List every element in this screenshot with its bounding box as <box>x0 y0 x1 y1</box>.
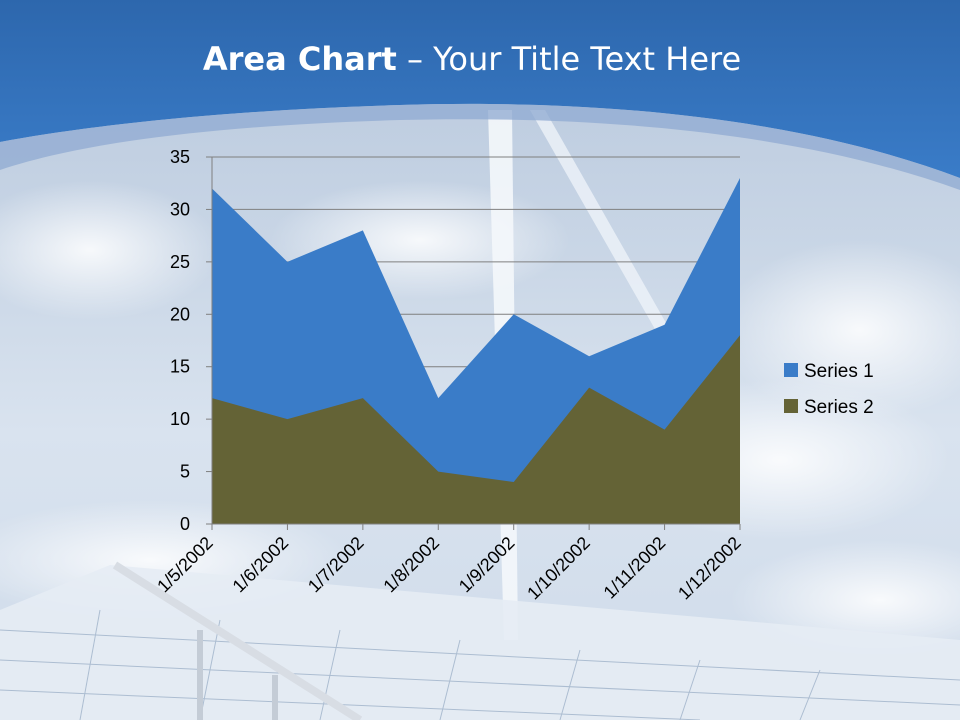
y-tick-label: 25 <box>170 252 190 272</box>
legend-label: Series 2 <box>804 397 874 418</box>
x-tick-labels: 1/5/2002 1/6/2002 1/7/2002 1/8/2002 1/9/2002… <box>153 533 745 604</box>
legend: Series 1 Series 2 <box>784 361 874 418</box>
x-tick-label: 1/9/2002 <box>455 533 519 597</box>
y-tick-label: 15 <box>170 357 190 377</box>
legend-label: Series 1 <box>804 361 874 382</box>
y-tick-label: 30 <box>170 199 190 219</box>
x-tick-label: 1/8/2002 <box>379 533 443 597</box>
x-tick-label: 1/10/2002 <box>523 533 594 604</box>
legend-swatch <box>784 399 798 413</box>
x-tick-label: 1/6/2002 <box>229 533 293 597</box>
x-tick-label: 1/11/2002 <box>600 533 670 603</box>
chart-areas <box>212 177 740 524</box>
x-tick-label: 1/12/2002 <box>674 533 745 604</box>
legend-swatch <box>784 363 798 377</box>
title-bold: Area Chart <box>202 40 397 78</box>
y-tick-label: 10 <box>170 409 190 429</box>
axes <box>206 156 741 530</box>
area-series-2 <box>212 335 740 524</box>
slide-title: Area Chart – Your Title Text Here <box>0 40 944 78</box>
x-tick-label: 1/7/2002 <box>304 533 368 597</box>
title-rest: – Your Title Text Here <box>396 40 742 78</box>
y-tick-label: 5 <box>180 462 190 482</box>
y-tick-label: 35 <box>170 147 190 167</box>
y-tick-label: 20 <box>170 304 190 324</box>
y-tick-label: 0 <box>180 514 190 534</box>
y-tick-labels: 0 5 10 15 20 25 30 35 <box>170 147 190 534</box>
x-tick-label: 1/5/2002 <box>153 533 217 597</box>
